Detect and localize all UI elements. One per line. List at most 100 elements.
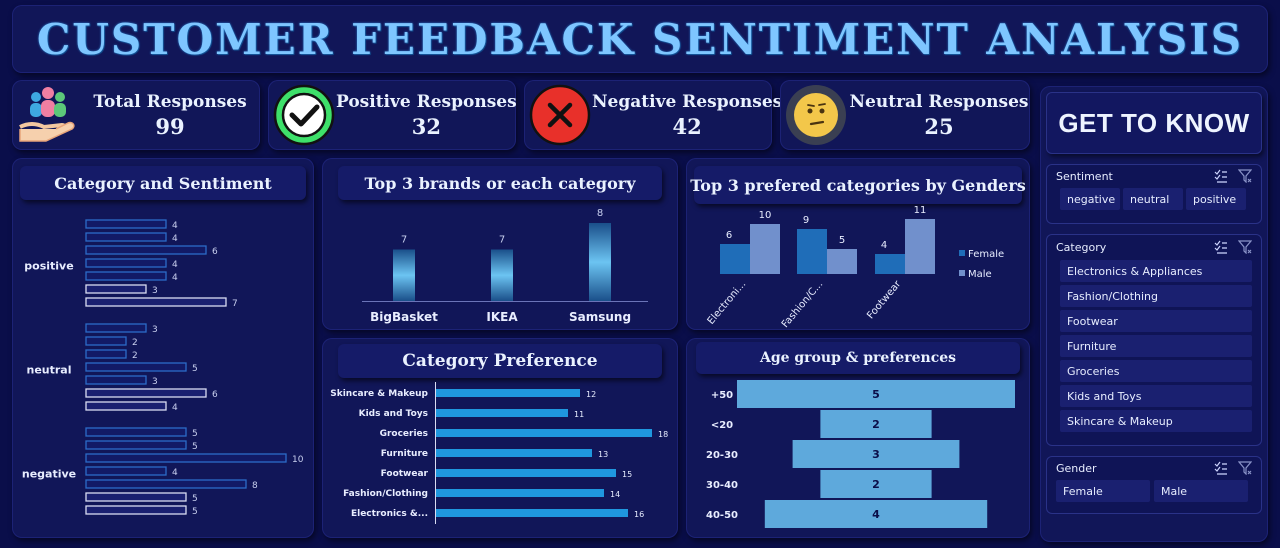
- gender-categories-title: Top 3 prefered categories by Genders: [690, 166, 1026, 204]
- kpi-total-value: 99: [155, 113, 185, 139]
- gender-bar-value: 4: [881, 240, 887, 251]
- sentiment-bar: [85, 336, 127, 346]
- multi-select-icon[interactable]: [1214, 461, 1228, 475]
- kpi-negative-value: 42: [672, 113, 702, 139]
- slicer-chip-negative[interactable]: negative: [1060, 188, 1120, 210]
- sentiment-bar-value: 3: [152, 325, 158, 335]
- sentiment-bar: [85, 362, 187, 372]
- sentiment-bar-value: 4: [172, 468, 178, 478]
- category-preference-label: Electronics &...: [351, 509, 428, 519]
- kpi-total-label: Total Responses: [93, 91, 247, 112]
- sentiment-bar-value: 2: [132, 351, 138, 361]
- sentiment-bar-value: 6: [212, 390, 218, 400]
- sentiment-bar: [85, 453, 287, 463]
- sentiment-bar: [85, 232, 167, 242]
- gender-bar-female: [720, 244, 750, 274]
- sentiment-bar: [85, 219, 167, 229]
- gender-categories-panel: Top 3 prefered categories by Genders 6 9 4…: [686, 158, 1030, 330]
- slicer-chip-furniture[interactable]: Furniture: [1060, 335, 1252, 357]
- slicer-panel: GET TO KNOW Sentiment negative neutral p…: [1040, 86, 1268, 542]
- kpi-negative-card: Negative Responses 42: [524, 80, 782, 150]
- slicer-chip-groceries[interactable]: Groceries: [1060, 360, 1252, 382]
- category-preference-label: Skincare & Makeup: [330, 389, 428, 399]
- sentiment-bar-value: 2: [132, 338, 138, 348]
- category-preference-bar: [436, 389, 580, 397]
- brand-label: IKEA: [486, 310, 518, 324]
- sentiment-bar: [85, 375, 147, 385]
- sentiment-bar-value: 4: [172, 403, 178, 413]
- multi-select-icon[interactable]: [1214, 240, 1228, 254]
- check-icon: [273, 84, 335, 146]
- age-group-value: 2: [872, 418, 880, 431]
- brand-bar-value: 7: [499, 235, 505, 246]
- legend-swatch-female: [959, 250, 965, 256]
- x-icon: [529, 84, 591, 146]
- sentiment-bar: [85, 245, 207, 255]
- sentiment-bar: [85, 271, 167, 281]
- slicer-chip-positive[interactable]: positive: [1186, 188, 1246, 210]
- kpi-neutral-card: Neutral Responses 25: [780, 80, 1030, 150]
- gender-slicer: Gender Female Male: [1046, 456, 1262, 514]
- top-brands-title: Top 3 brands or each category: [338, 166, 662, 200]
- gender-category-label: Fashion/C...: [780, 279, 825, 330]
- category-sentiment-chart: positive 4 4 6 4 4 3 7 neutral 3 2 2 5 3 6 4 negative 5 5 1…: [22, 219, 304, 517]
- sentiment-bar-value: 4: [172, 273, 178, 283]
- slicer-chip-kids-toys[interactable]: Kids and Toys: [1060, 385, 1252, 407]
- slicer-chip-skincare[interactable]: Skincare & Makeup: [1060, 410, 1252, 432]
- clear-filter-icon[interactable]: [1238, 240, 1252, 254]
- gender-bar-value: 10: [759, 210, 772, 221]
- gender-bar-value: 9: [803, 215, 809, 226]
- category-slicer: Category Electronics & Appliances Fashio…: [1046, 234, 1262, 446]
- get-to-know-heading: GET TO KNOW: [1046, 92, 1262, 154]
- category-preference-bar: [436, 429, 652, 437]
- sentiment-bar-value: 3: [152, 377, 158, 387]
- clear-filter-icon[interactable]: [1238, 461, 1252, 475]
- sentiment-bar-value: 3: [152, 286, 158, 296]
- kpi-neutral-label: Neutral Responses: [849, 91, 1029, 112]
- sentiment-bar: [85, 349, 127, 359]
- people-in-hand-icon: [19, 87, 75, 142]
- neutral-face-icon: [786, 85, 846, 145]
- category-sentiment-panel: Category and Sentiment positive 4 4 6 4 4 3 7 ne…: [12, 158, 314, 538]
- gender-categories-chart: 6 9 4 10 5 11 Electroni... Fashion/C... Footwear…: [706, 205, 1005, 330]
- multi-select-icon[interactable]: [1214, 169, 1228, 183]
- sentiment-bar-value: 8: [252, 481, 258, 491]
- brand-bar: [393, 249, 415, 301]
- kpi-negative-label: Negative Responses: [592, 91, 783, 112]
- slicer-chip-female[interactable]: Female: [1056, 480, 1150, 502]
- age-group-bar: [764, 500, 988, 528]
- brand-label: Samsung: [569, 310, 631, 324]
- legend-label-female: Female: [968, 249, 1004, 260]
- slicer-chip-neutral[interactable]: neutral: [1123, 188, 1183, 210]
- sentiment-bar: [85, 297, 227, 307]
- age-group-panel: Age group & preferences +50 5 <20 2 20-30 3 30…: [686, 338, 1030, 538]
- sentiment-slicer: Sentiment negative neutral positive: [1046, 164, 1262, 224]
- kpi-positive-value: 32: [411, 113, 441, 139]
- gender-category-label: Electroni...: [706, 279, 749, 327]
- slicer-chip-footwear[interactable]: Footwear: [1060, 310, 1252, 332]
- group-label-negative: negative: [22, 468, 76, 481]
- sentiment-bar: [85, 427, 187, 437]
- kpi-positive-card: Positive Responses 32: [268, 80, 517, 150]
- kpi-total-card: Total Responses 99: [12, 80, 260, 150]
- category-preference-bar: [436, 409, 568, 417]
- category-preference-label: Fashion/Clothing: [343, 489, 428, 499]
- gender-bar-female: [875, 254, 905, 274]
- slicer-chip-male[interactable]: Male: [1154, 480, 1248, 502]
- category-preference-value: 13: [598, 450, 608, 459]
- age-group-label: 30-40: [706, 480, 738, 491]
- top-brands-panel: Top 3 brands or each category 7 BigBasket…: [322, 158, 678, 330]
- age-group-label: 40-50: [706, 510, 738, 521]
- brand-bar-value: 7: [401, 235, 407, 246]
- category-preference-label: Groceries: [380, 429, 428, 439]
- clear-filter-icon[interactable]: [1238, 169, 1252, 183]
- gender-bar-value: 6: [726, 230, 732, 241]
- category-preference-chart: Skincare & Makeup 12 Kids and Toys 11 Grocer…: [330, 382, 668, 524]
- dashboard-title: CUSTOMER FEEDBACK SENTIMENT ANALYSIS: [36, 14, 1244, 64]
- slicer-chip-fashion[interactable]: Fashion/Clothing: [1060, 285, 1252, 307]
- sentiment-bar: [85, 258, 167, 268]
- sentiment-bar-value: 7: [232, 299, 238, 309]
- slicer-chip-electronics[interactable]: Electronics & Appliances: [1060, 260, 1252, 282]
- brand-bar: [589, 223, 611, 301]
- kpi-positive-label: Positive Responses: [336, 91, 517, 112]
